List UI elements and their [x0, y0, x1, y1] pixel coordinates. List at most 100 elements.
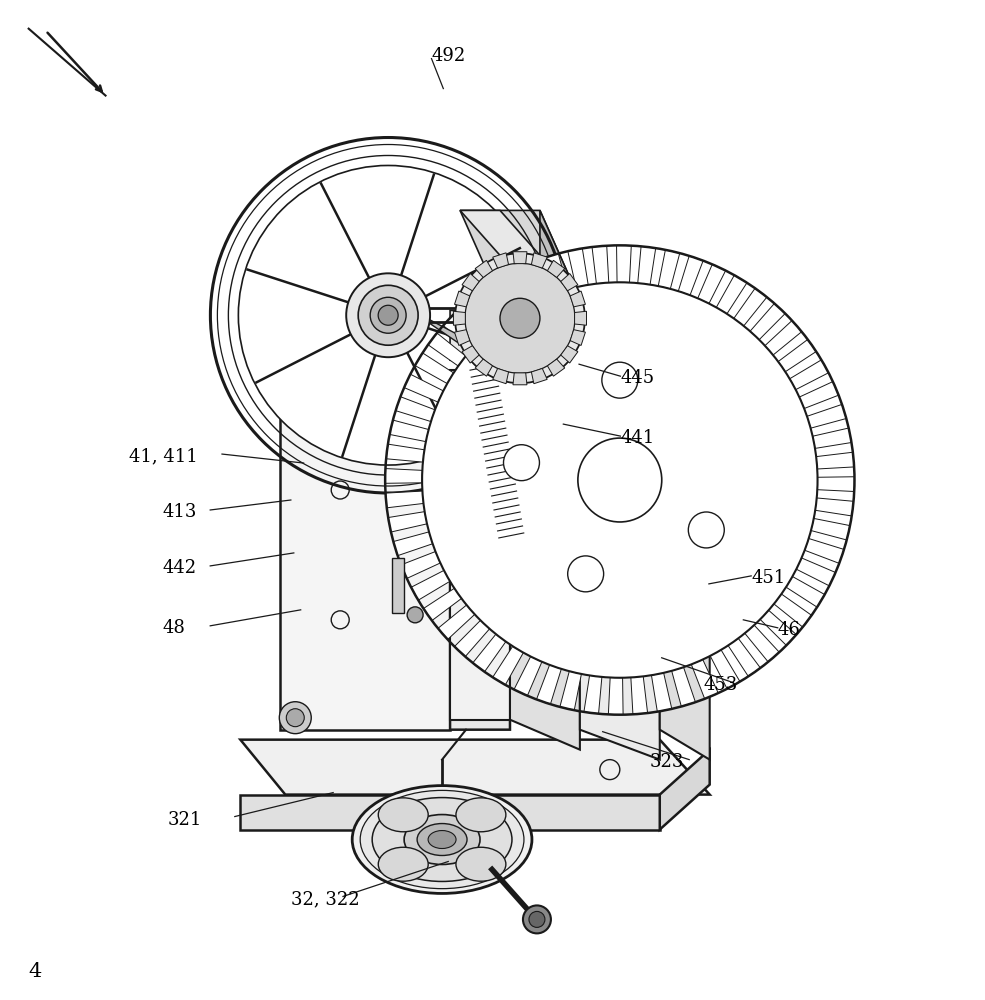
Polygon shape	[475, 260, 492, 277]
Polygon shape	[774, 594, 812, 627]
Polygon shape	[813, 428, 851, 448]
Polygon shape	[411, 570, 450, 600]
Polygon shape	[818, 477, 854, 491]
Polygon shape	[805, 538, 844, 563]
Polygon shape	[396, 397, 435, 422]
Polygon shape	[460, 340, 540, 430]
Ellipse shape	[370, 297, 406, 333]
Polygon shape	[450, 430, 580, 580]
Polygon shape	[453, 311, 465, 325]
Ellipse shape	[423, 282, 818, 678]
Polygon shape	[454, 330, 470, 345]
Ellipse shape	[280, 702, 311, 734]
Ellipse shape	[417, 824, 467, 855]
Polygon shape	[559, 671, 581, 710]
Polygon shape	[660, 430, 710, 760]
Text: 323: 323	[650, 753, 685, 771]
Polygon shape	[460, 210, 580, 300]
Polygon shape	[240, 740, 710, 795]
Polygon shape	[385, 491, 424, 508]
Ellipse shape	[361, 790, 524, 889]
Text: 445: 445	[621, 369, 654, 387]
Polygon shape	[390, 420, 428, 442]
Polygon shape	[450, 310, 670, 380]
Polygon shape	[521, 261, 549, 301]
Polygon shape	[560, 346, 578, 363]
Polygon shape	[617, 245, 631, 283]
Polygon shape	[424, 588, 462, 621]
Polygon shape	[406, 307, 510, 378]
Polygon shape	[450, 370, 510, 720]
Polygon shape	[716, 275, 747, 314]
Polygon shape	[393, 532, 432, 556]
Polygon shape	[691, 660, 718, 699]
Polygon shape	[580, 395, 660, 760]
Circle shape	[407, 607, 424, 623]
Polygon shape	[734, 288, 767, 326]
Polygon shape	[513, 373, 527, 385]
Polygon shape	[281, 360, 450, 730]
Circle shape	[529, 911, 545, 927]
Ellipse shape	[346, 273, 430, 357]
Polygon shape	[778, 339, 817, 372]
Polygon shape	[570, 291, 585, 307]
Polygon shape	[531, 368, 548, 384]
Polygon shape	[560, 273, 578, 291]
Polygon shape	[584, 675, 602, 714]
Circle shape	[689, 512, 724, 548]
Ellipse shape	[427, 287, 813, 673]
Polygon shape	[567, 248, 588, 287]
Polygon shape	[811, 518, 850, 540]
Text: 492: 492	[431, 47, 466, 65]
Polygon shape	[240, 795, 660, 830]
Polygon shape	[404, 374, 443, 402]
Polygon shape	[817, 452, 854, 469]
Polygon shape	[816, 498, 854, 516]
Polygon shape	[786, 576, 824, 607]
Polygon shape	[637, 246, 656, 285]
Ellipse shape	[500, 298, 540, 338]
Polygon shape	[609, 678, 624, 715]
Polygon shape	[462, 346, 479, 363]
Polygon shape	[544, 254, 568, 293]
Polygon shape	[462, 273, 479, 291]
Ellipse shape	[456, 847, 506, 881]
Ellipse shape	[287, 709, 304, 727]
Text: 442: 442	[163, 559, 197, 577]
Polygon shape	[385, 469, 423, 483]
Polygon shape	[537, 665, 561, 704]
Polygon shape	[750, 303, 785, 340]
Text: 413: 413	[163, 503, 197, 521]
Polygon shape	[531, 253, 548, 268]
Polygon shape	[548, 260, 564, 277]
Polygon shape	[728, 638, 760, 676]
Polygon shape	[672, 667, 695, 706]
Polygon shape	[492, 646, 523, 685]
Polygon shape	[790, 360, 828, 390]
Text: 32, 322: 32, 322	[291, 890, 360, 908]
Polygon shape	[510, 370, 670, 430]
Polygon shape	[443, 315, 480, 350]
Polygon shape	[386, 444, 425, 462]
Polygon shape	[796, 558, 835, 586]
Polygon shape	[438, 605, 475, 639]
Circle shape	[567, 556, 604, 592]
Polygon shape	[510, 370, 580, 750]
Polygon shape	[499, 271, 530, 310]
Polygon shape	[492, 253, 508, 268]
Ellipse shape	[380, 240, 860, 720]
Ellipse shape	[578, 438, 662, 522]
Polygon shape	[454, 620, 490, 657]
Polygon shape	[548, 359, 564, 376]
Polygon shape	[760, 610, 797, 645]
Polygon shape	[454, 291, 470, 307]
Ellipse shape	[378, 305, 398, 325]
Polygon shape	[697, 264, 726, 304]
Polygon shape	[492, 368, 508, 384]
Polygon shape	[630, 676, 647, 714]
Polygon shape	[570, 330, 585, 345]
Ellipse shape	[378, 847, 428, 881]
Polygon shape	[428, 333, 466, 366]
Polygon shape	[388, 512, 427, 532]
Polygon shape	[401, 552, 440, 578]
